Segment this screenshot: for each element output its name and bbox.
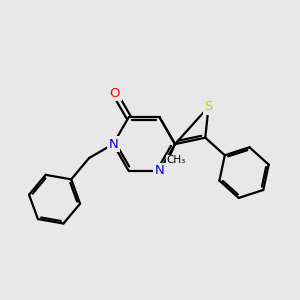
Text: N: N	[155, 164, 164, 177]
Text: N: N	[108, 138, 118, 151]
Text: CH₃: CH₃	[167, 155, 186, 165]
Text: O: O	[110, 87, 120, 100]
Text: S: S	[204, 100, 213, 113]
